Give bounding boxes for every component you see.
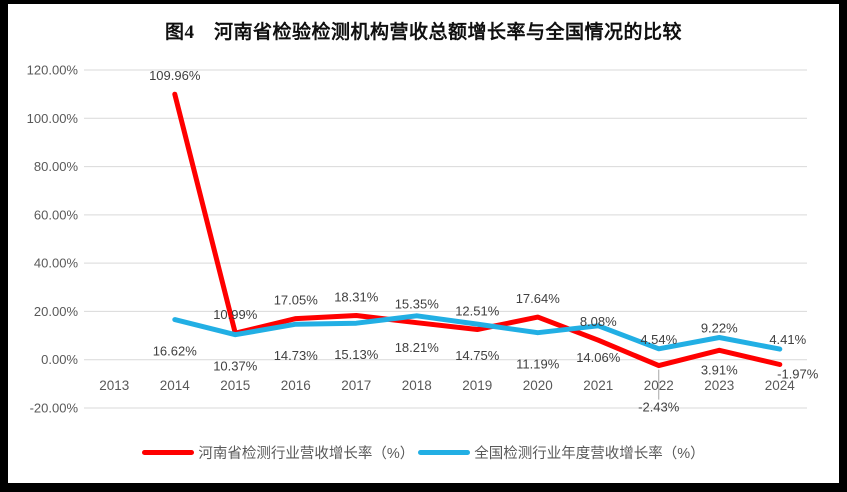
x-axis-category-label: 2022 xyxy=(644,378,674,393)
x-axis-category-label: 2014 xyxy=(160,378,191,393)
data-label: 10.37% xyxy=(213,359,258,374)
x-axis-category-label: 2020 xyxy=(523,378,553,393)
x-axis-category-label: 2023 xyxy=(704,378,734,393)
y-axis-tick-label: -20.00% xyxy=(30,401,79,416)
series-line-1 xyxy=(172,313,783,352)
x-axis-category-label: 2015 xyxy=(220,378,250,393)
data-label: 14.75% xyxy=(455,348,500,363)
chart-title: 图4 河南省检验检测机构营收总额增长率与全国情况的比较 xyxy=(164,22,682,43)
x-axis-category-label: 2024 xyxy=(765,378,796,393)
legend-item-0: 河南省检测行业营收增长率（%） xyxy=(142,442,414,463)
data-label: -2.43% xyxy=(638,400,680,415)
y-axis-tick-label: 100.00% xyxy=(27,111,79,126)
data-label: 10.99% xyxy=(213,307,258,322)
legend-line-swatch xyxy=(142,450,195,455)
x-axis-category-label: 2016 xyxy=(281,378,311,393)
data-label: 8.08% xyxy=(580,314,617,329)
data-label: 17.64% xyxy=(516,291,561,306)
chart-canvas: 图4 河南省检验检测机构营收总额增长率与全国情况的比较 -20.00% 0.00%… xyxy=(8,4,839,483)
x-axis-category-label: 2021 xyxy=(583,378,613,393)
data-label: 4.41% xyxy=(769,332,806,347)
legend-item-1: 全国检测行业年度营收增长率（%） xyxy=(418,442,705,463)
data-label: 14.06% xyxy=(576,350,621,365)
y-axis-tick-label: 40.00% xyxy=(34,256,79,271)
y-axis-tick-label: 120.00% xyxy=(27,63,79,78)
data-label: 109.96% xyxy=(149,68,201,83)
legend: 河南省检测行业营收增长率（%） 全国检测行业年度营收增长率（%） xyxy=(8,442,839,463)
data-label: 4.54% xyxy=(640,332,677,347)
data-label: 15.13% xyxy=(334,347,379,362)
legend-label: 全国检测行业年度营收增长率（%） xyxy=(474,446,705,462)
data-label: 3.91% xyxy=(701,362,738,377)
y-axis-tick-label: 20.00% xyxy=(34,304,79,319)
y-axis-tick-label: 80.00% xyxy=(34,159,79,174)
data-label: 11.19% xyxy=(516,357,560,372)
x-axis-category-label: 2018 xyxy=(402,378,432,393)
legend-line-swatch xyxy=(418,450,471,455)
x-axis-category-label: 2013 xyxy=(99,378,129,393)
series-line-0 xyxy=(172,91,783,369)
data-label: 16.62% xyxy=(153,344,198,359)
data-label: -1.97% xyxy=(777,366,819,381)
data-label: 15.35% xyxy=(395,297,440,312)
y-axis-tick-label: 60.00% xyxy=(34,207,79,222)
data-label: 12.51% xyxy=(455,304,500,319)
data-label: 17.05% xyxy=(274,293,319,308)
data-label: 9.22% xyxy=(701,320,738,335)
y-axis-tick-label: 0.00% xyxy=(41,352,78,367)
data-label: 14.73% xyxy=(274,348,319,363)
data-label: 18.21% xyxy=(395,340,440,355)
legend-label: 河南省检测行业营收增长率（%） xyxy=(198,446,415,462)
data-label: 18.31% xyxy=(334,290,379,305)
x-axis-category-label: 2019 xyxy=(462,378,492,393)
x-axis-category-label: 2017 xyxy=(341,378,371,393)
